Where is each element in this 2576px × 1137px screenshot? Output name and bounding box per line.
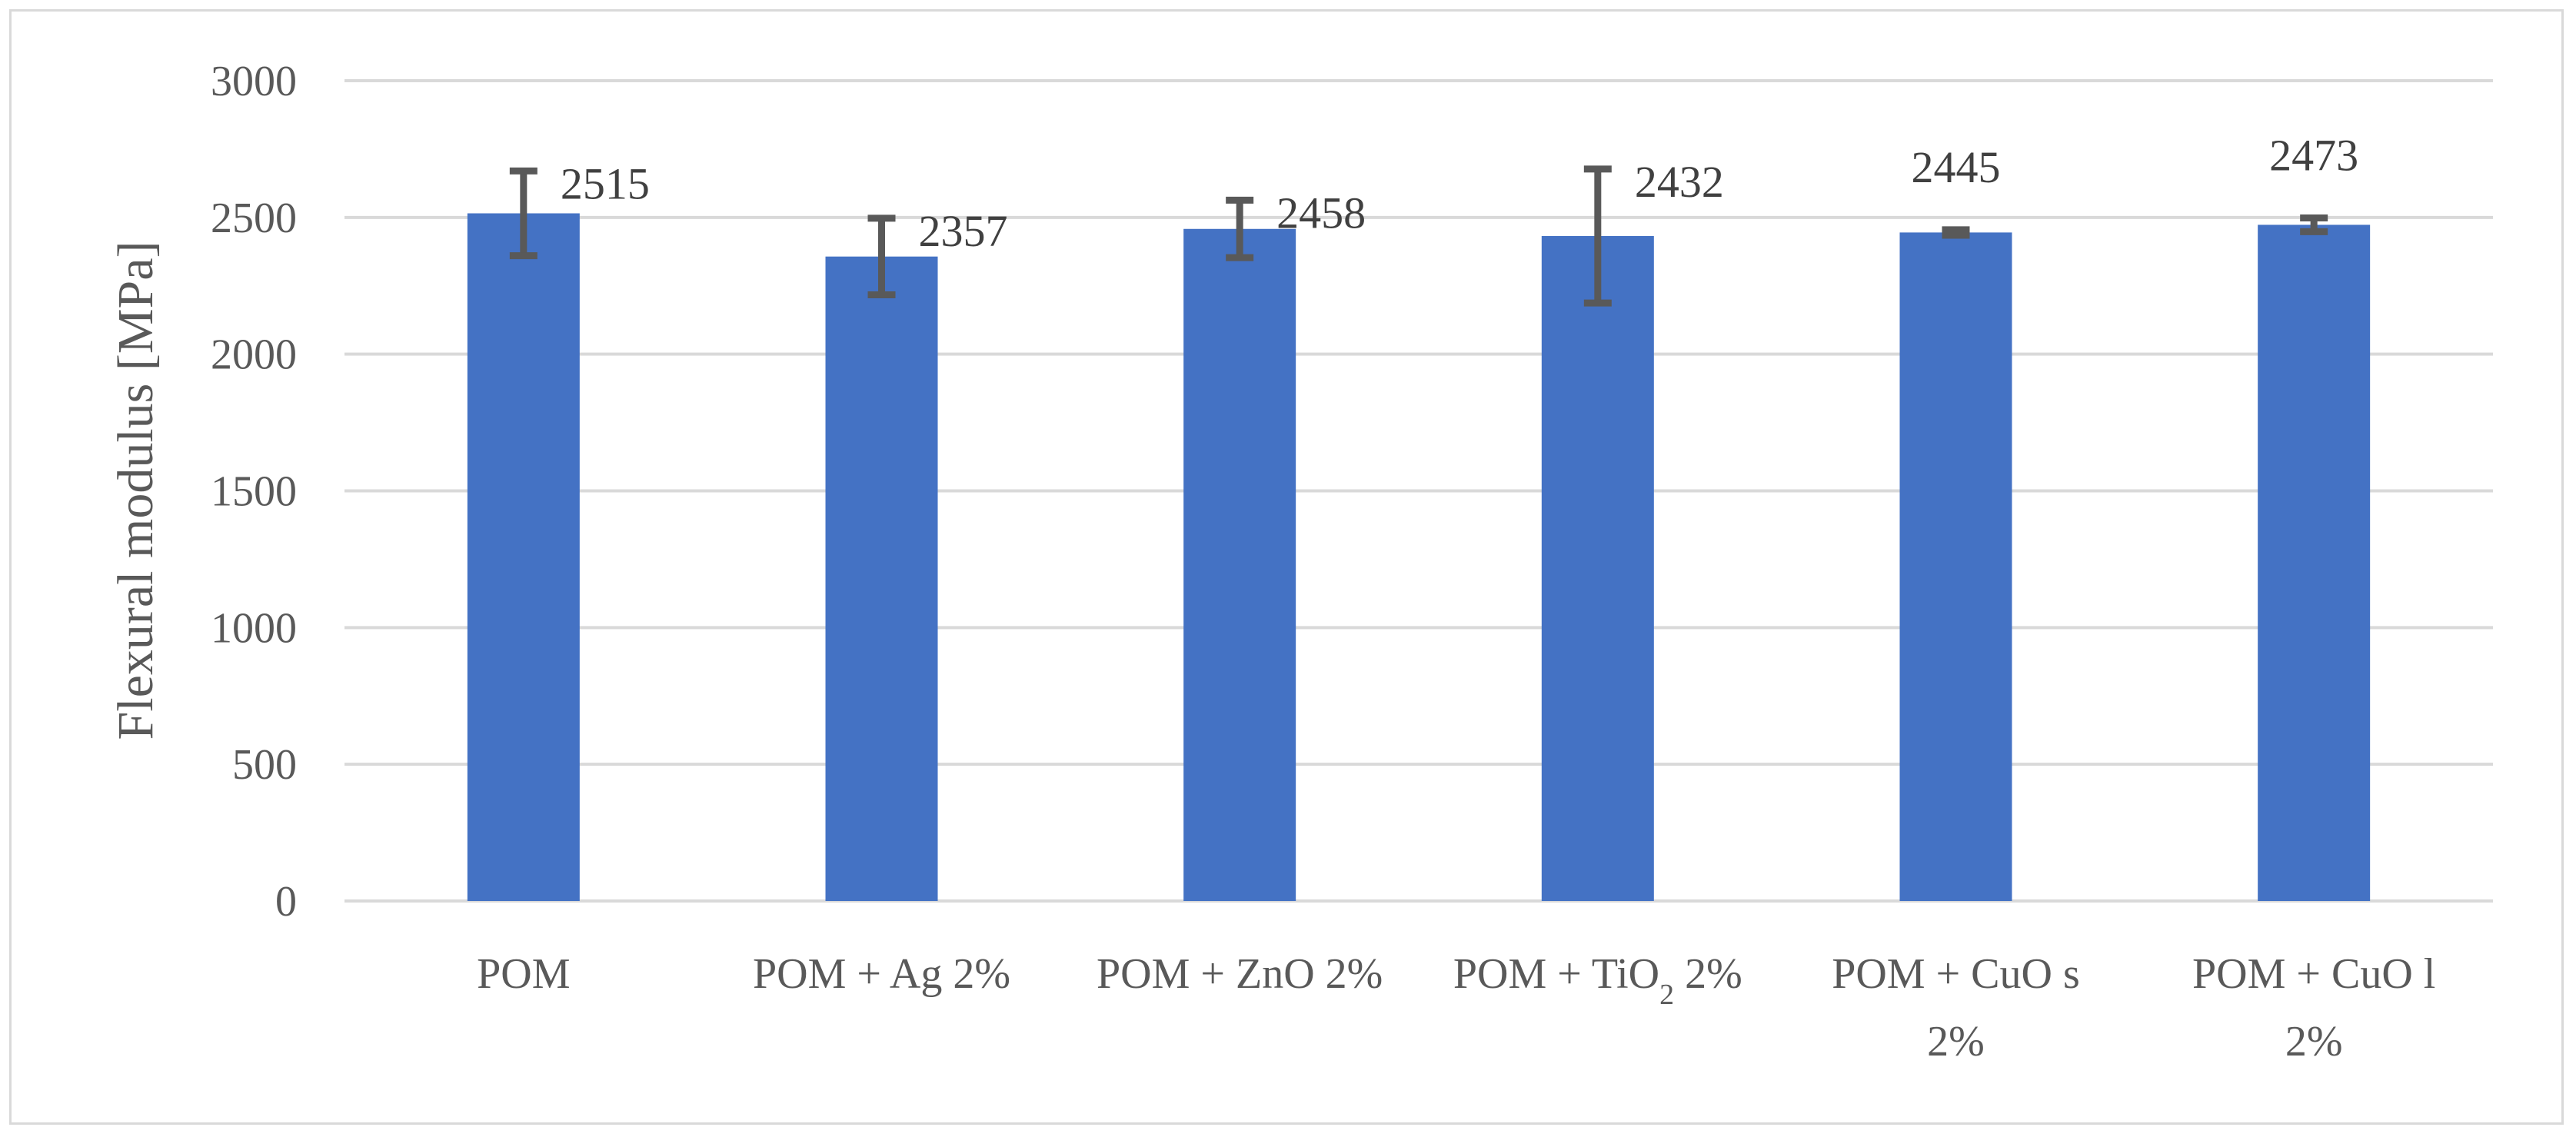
error-bar (1583, 165, 1612, 307)
data-label: 2357 (919, 206, 1008, 256)
error-bar (2300, 214, 2328, 235)
bar (467, 213, 580, 902)
data-label: 2432 (1635, 157, 1724, 207)
error-bar (1226, 196, 1254, 261)
y-tick-label: 3000 (211, 58, 297, 105)
error-bar (1942, 226, 1970, 239)
x-tick-label: POM + ZnO 2% (1097, 950, 1383, 998)
x-tick-label: POM + CuO s 2% (1832, 950, 2080, 1066)
x-tick-label: POM + CuO l 2% (2192, 950, 2435, 1066)
x-tick-label: POM (477, 950, 570, 998)
y-tick-label: 2500 (211, 194, 297, 242)
error-bar (867, 214, 896, 298)
data-label: 2473 (2269, 131, 2358, 181)
bar (1541, 236, 1654, 901)
x-tick-label: POM + TiO2 2% (1453, 950, 1742, 1011)
y-axis-title: Flexural modulus [MPa] (108, 241, 164, 740)
bar (825, 256, 938, 901)
y-tick-label: 2000 (211, 331, 297, 379)
bar (1183, 228, 1296, 901)
bar (1899, 232, 2012, 901)
error-bar (509, 167, 537, 260)
y-tick-label: 0 (275, 878, 297, 926)
bar (2258, 224, 2371, 901)
data-label: 2445 (1912, 142, 2001, 192)
y-tick-label: 500 (232, 741, 297, 789)
y-tick-label: 1000 (211, 604, 297, 652)
data-label: 2458 (1276, 188, 1366, 238)
y-tick-label: 1500 (211, 468, 297, 516)
x-tick-label: POM + Ag 2% (753, 950, 1010, 998)
data-label: 2515 (561, 158, 650, 208)
